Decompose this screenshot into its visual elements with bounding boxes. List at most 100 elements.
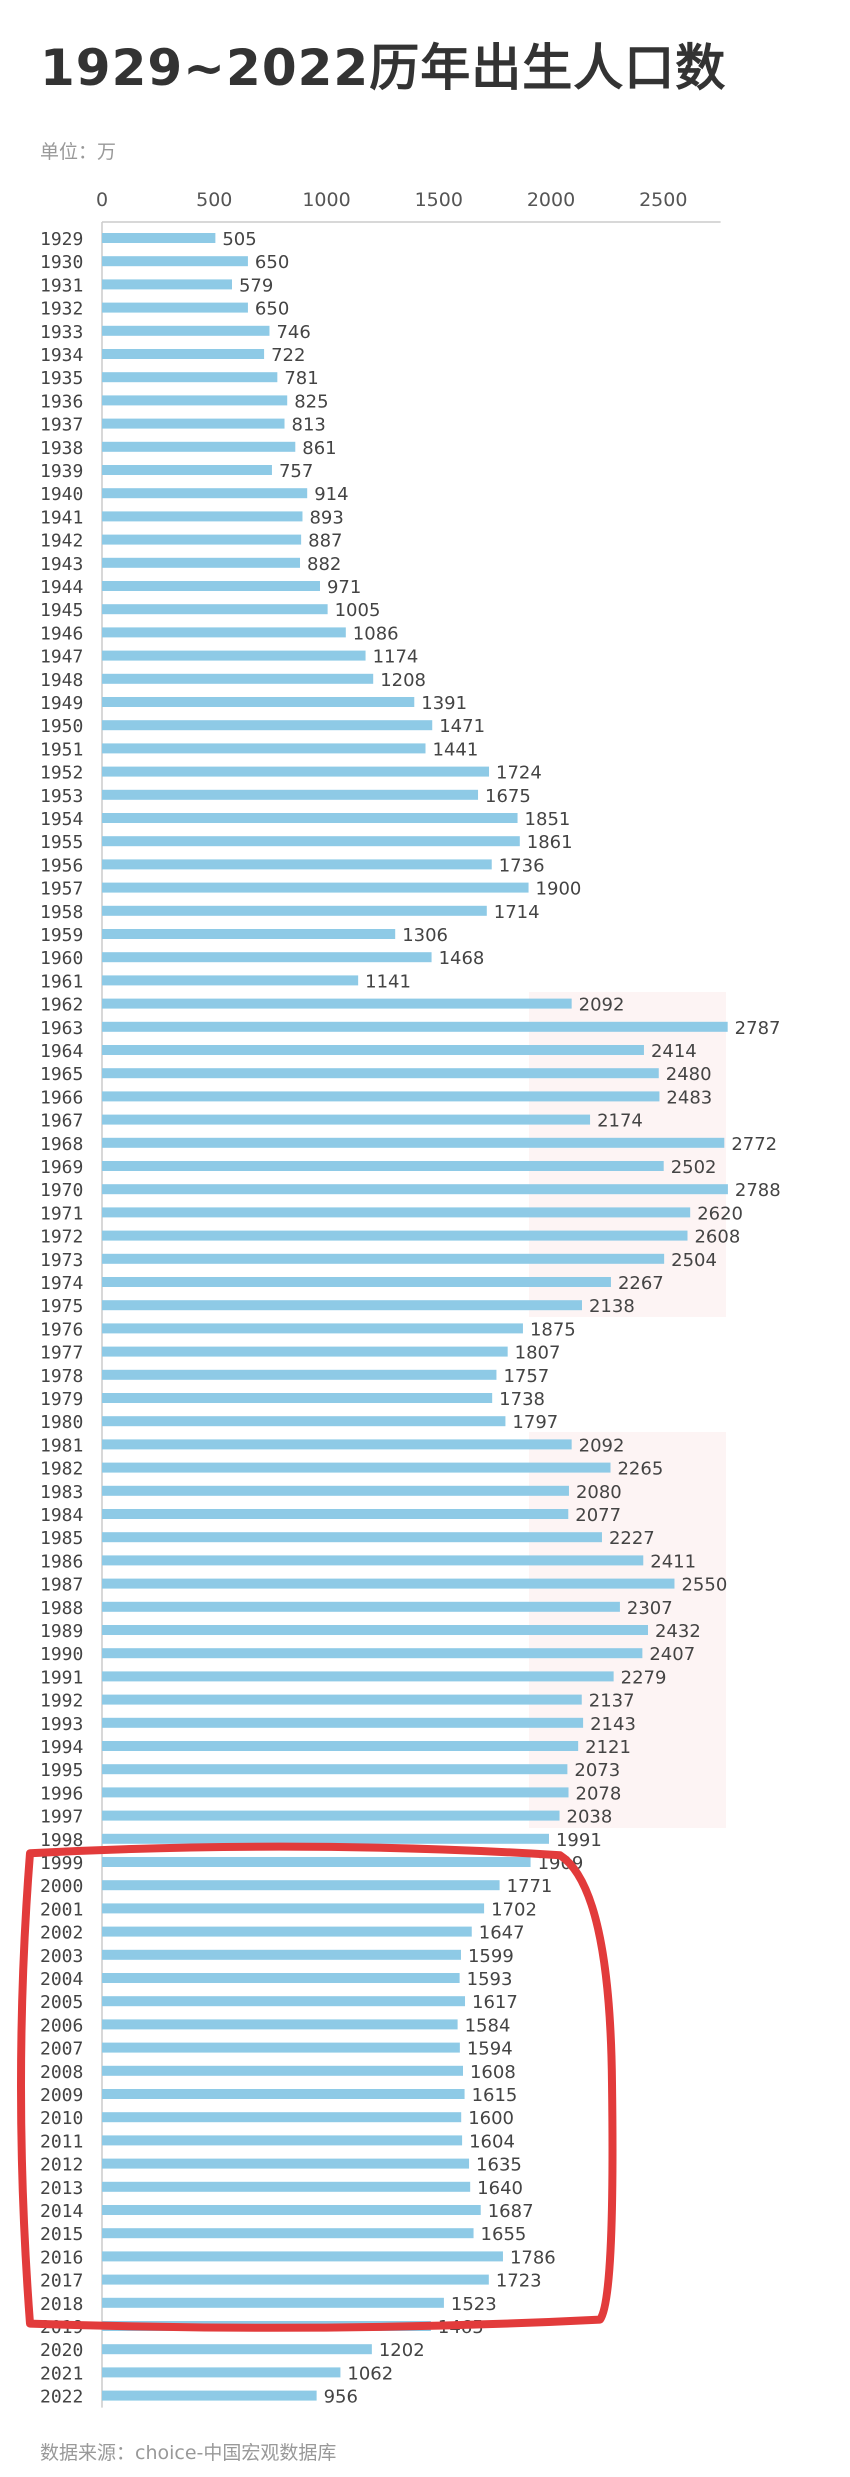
bar-1980 [102, 1416, 506, 1427]
value-label-1991: 2279 [621, 1667, 667, 1688]
x-tick-label: 0 [96, 189, 108, 211]
value-label-1996: 2078 [576, 1783, 622, 1804]
bar-1993 [102, 1717, 584, 1728]
value-label-1937: 813 [292, 415, 326, 436]
value-label-2022: 956 [324, 2387, 358, 2408]
value-label-1981: 2092 [579, 1435, 625, 1456]
value-label-1973: 2504 [671, 1250, 717, 1271]
category-label-1999: 1999 [40, 1853, 83, 1874]
value-label-2013: 1640 [477, 2178, 523, 2199]
category-label-1940: 1940 [40, 484, 83, 505]
bar-1987 [102, 1578, 675, 1589]
value-label-1934: 722 [271, 345, 305, 366]
bar-1929 [102, 233, 216, 243]
category-label-2005: 2005 [40, 1992, 83, 2013]
category-label-1967: 1967 [40, 1111, 83, 1132]
value-label-2017: 1723 [496, 2271, 542, 2292]
value-label-1931: 579 [239, 275, 273, 296]
category-label-1969: 1969 [40, 1157, 83, 1178]
category-label-1938: 1938 [40, 438, 83, 459]
bar-1953 [102, 789, 479, 800]
category-label-1992: 1992 [40, 1691, 83, 1712]
category-label-1954: 1954 [40, 809, 83, 830]
bar-1947 [102, 650, 366, 661]
value-label-1993: 2143 [590, 1714, 636, 1735]
value-label-1952: 1724 [496, 763, 542, 784]
category-label-1968: 1968 [40, 1134, 83, 1155]
value-label-1963: 2787 [735, 1018, 781, 1039]
category-label-1998: 1998 [40, 1830, 83, 1851]
bar-1938 [102, 441, 296, 452]
highlight-annotation [17, 1842, 617, 2332]
category-label-1955: 1955 [40, 832, 83, 853]
category-label-2018: 2018 [40, 2294, 83, 2315]
bar-1971 [102, 1207, 691, 1218]
value-label-1977: 1807 [515, 1343, 561, 1364]
value-label-1978: 1757 [503, 1366, 549, 1387]
bar-1948 [102, 673, 374, 684]
category-label-1991: 1991 [40, 1667, 83, 1688]
bar-1995 [102, 1764, 568, 1775]
category-label-1970: 1970 [40, 1180, 83, 1201]
value-label-2009: 1615 [472, 2085, 518, 2106]
category-label-1962: 1962 [40, 995, 83, 1016]
value-label-1972: 2608 [694, 1227, 740, 1248]
category-label-1974: 1974 [40, 1273, 83, 1294]
bar-1946 [102, 627, 346, 638]
bar-1974 [102, 1277, 611, 1287]
category-label-1932: 1932 [40, 299, 83, 320]
bar-1978 [102, 1369, 497, 1380]
category-label-1987: 1987 [40, 1575, 83, 1596]
category-label-2017: 2017 [40, 2271, 83, 2292]
x-tick-label: 500 [196, 189, 232, 211]
category-label-2000: 2000 [40, 1876, 83, 1897]
bar-1956 [102, 859, 492, 870]
value-label-1957: 1900 [536, 879, 582, 900]
category-label-1951: 1951 [40, 739, 83, 760]
bar-2005 [102, 1996, 466, 2007]
value-label-1979: 1738 [499, 1389, 545, 1410]
bar-2007 [102, 2042, 460, 2053]
value-label-1936: 825 [294, 391, 328, 412]
value-label-1966: 2483 [666, 1087, 712, 1108]
category-label-1943: 1943 [40, 554, 83, 575]
bar-1986 [102, 1555, 644, 1566]
category-label-2004: 2004 [40, 1969, 83, 1990]
bar-2018 [102, 2297, 444, 2308]
bar-1932 [102, 302, 248, 313]
bar-1958 [102, 905, 487, 916]
category-label-1995: 1995 [40, 1760, 83, 1781]
value-label-2020: 1202 [379, 2340, 425, 2361]
category-label-1975: 1975 [40, 1296, 83, 1317]
bar-1972 [102, 1230, 688, 1241]
bar-1961 [102, 975, 359, 986]
category-label-1989: 1989 [40, 1621, 83, 1642]
category-label-2007: 2007 [40, 2039, 83, 2060]
category-label-2002: 2002 [40, 1923, 83, 1944]
bar-2002 [102, 1926, 472, 1937]
category-label-1965: 1965 [40, 1064, 83, 1085]
category-label-2014: 2014 [40, 2201, 83, 2222]
value-label-2002: 1647 [479, 1923, 525, 1944]
bar-1996 [102, 1787, 569, 1798]
value-label-2007: 1594 [467, 2039, 513, 2060]
bar-1951 [102, 743, 426, 754]
bar-1997 [102, 1810, 560, 1821]
bar-2004 [102, 1973, 460, 1983]
x-tick-label: 2500 [639, 189, 687, 211]
bar-1983 [102, 1485, 569, 1496]
value-label-1969: 2502 [671, 1157, 717, 1178]
category-label-1939: 1939 [40, 461, 83, 482]
value-label-1942: 887 [308, 531, 342, 552]
value-label-1955: 1861 [527, 832, 573, 853]
bar-1998 [102, 1833, 549, 1844]
bar-2013 [102, 2181, 471, 2192]
bar-1960 [102, 952, 432, 963]
bar-1943 [102, 557, 301, 568]
bar-1985 [102, 1532, 602, 1543]
category-label-1973: 1973 [40, 1250, 83, 1271]
bar-1940 [102, 488, 308, 499]
bar-1937 [102, 418, 285, 429]
value-label-1990: 2407 [649, 1644, 695, 1665]
bar-1936 [102, 395, 288, 406]
